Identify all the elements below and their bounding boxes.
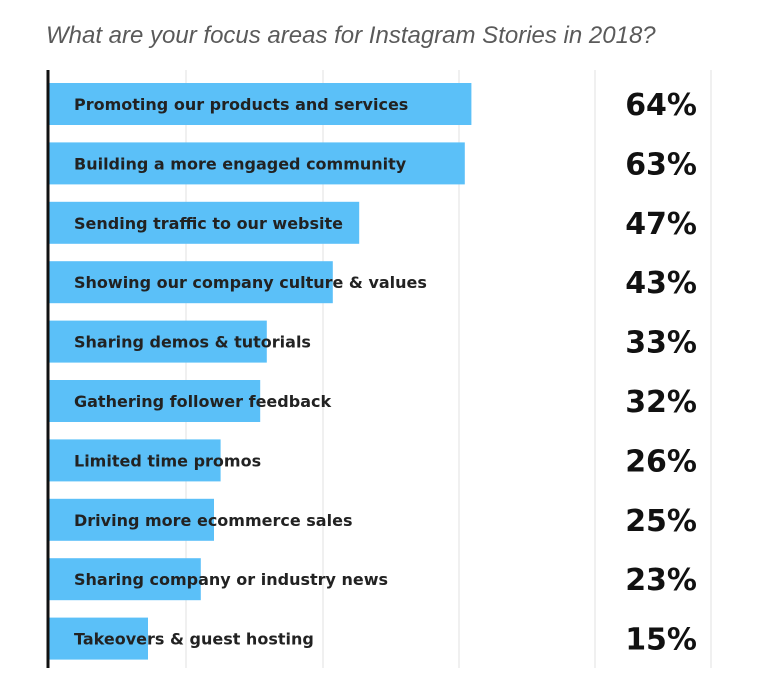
bar-value-label: 26% xyxy=(625,444,697,479)
bar-category-label: Sharing demos & tutorials xyxy=(74,333,311,352)
bar xyxy=(49,439,221,482)
bar-labels: Promoting our products and services Build… xyxy=(74,95,427,649)
bar xyxy=(49,142,465,185)
bar-value-label: 64% xyxy=(625,88,697,123)
bar-value-label: 47% xyxy=(625,207,697,242)
bar-value-label: 43% xyxy=(625,266,697,301)
bar-value-label: 33% xyxy=(625,326,697,361)
bar-category-label: Building a more engaged community xyxy=(74,154,407,173)
bar-category-label: Gathering follower feedback xyxy=(74,392,331,411)
bar xyxy=(49,498,214,541)
bar xyxy=(49,201,360,244)
bar-category-label: Sharing company or industry news xyxy=(74,570,388,589)
chart-title: What are your focus areas for Instagram … xyxy=(46,22,656,49)
bar-value-label: 25% xyxy=(625,504,697,539)
bar-category-label: Showing our company culture & values xyxy=(74,273,427,292)
bar-category-label: Limited time promos xyxy=(74,451,261,470)
bar-value-label: 15% xyxy=(625,623,697,658)
bar xyxy=(49,380,261,422)
bar xyxy=(49,320,267,363)
bar-category-label: Promoting our products and services xyxy=(74,95,408,114)
bar-value-label: 63% xyxy=(625,147,697,182)
value-labels: 64% 63% 47% 43% 33% 32% 26% 25% 23% 15% xyxy=(625,88,697,658)
bar-category-label: Sending traffic to our website xyxy=(74,214,343,233)
bar-category-label: Driving more ecommerce sales xyxy=(74,511,352,530)
bar-value-label: 32% xyxy=(625,385,697,420)
bar-value-label: 23% xyxy=(625,563,697,598)
bar xyxy=(49,558,201,601)
bar xyxy=(49,83,472,125)
bars xyxy=(49,83,472,660)
bar xyxy=(49,261,333,304)
bar xyxy=(49,617,148,660)
bar-category-label: Takeovers & guest hosting xyxy=(74,630,314,649)
